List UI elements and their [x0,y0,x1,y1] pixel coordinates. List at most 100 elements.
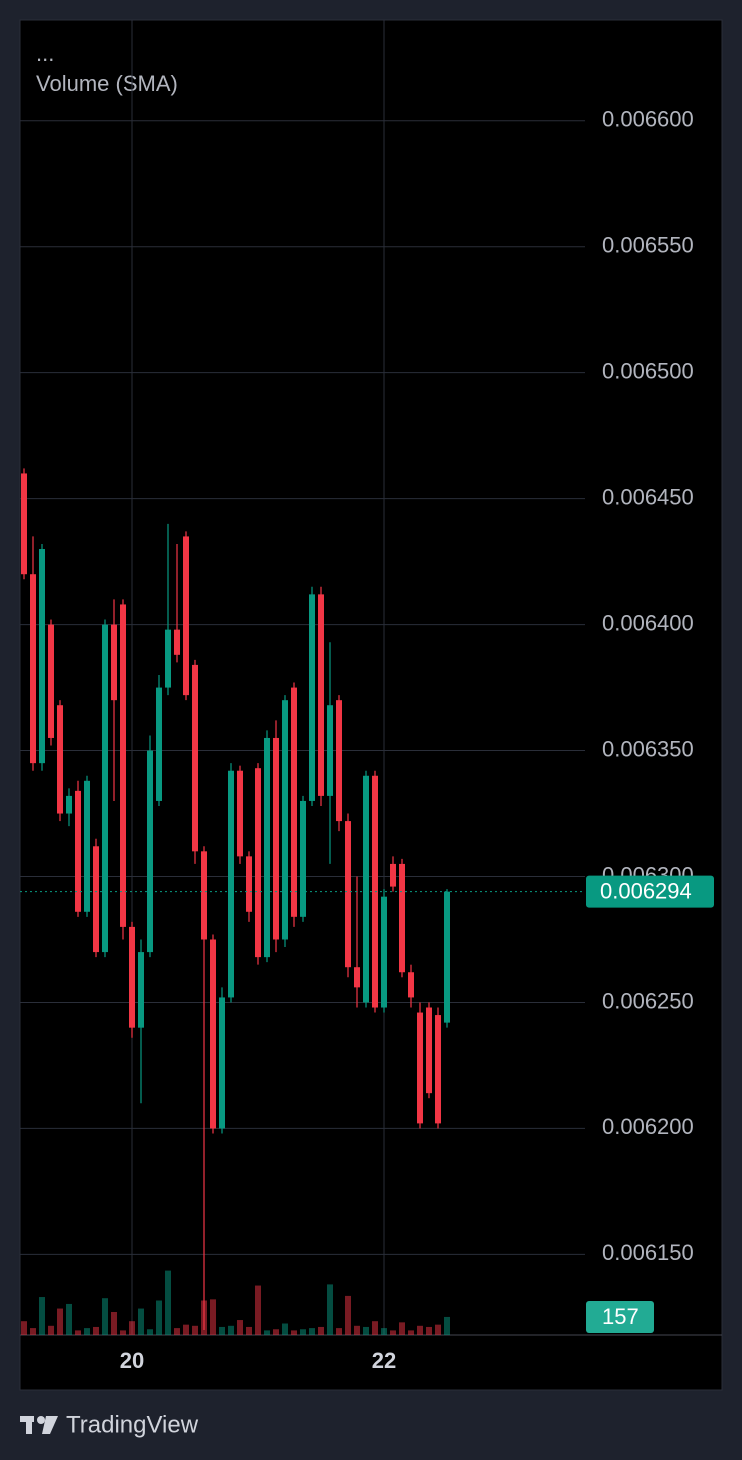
chart-frame [19,19,723,1391]
candle-body [354,967,360,988]
volume-bar [237,1320,243,1335]
candle-body [237,770,243,857]
candle-body [327,705,333,796]
candle-body [282,700,288,940]
candle-body [210,939,216,1129]
candle-body [30,574,36,764]
candle-body [444,891,450,1023]
volume-bar [39,1297,45,1335]
volume-bar [363,1326,369,1335]
candle-body [66,795,72,814]
candle-body [183,536,189,696]
volume-bar [246,1326,252,1335]
volume-bar [192,1325,198,1335]
last-price-label: 0.006294 [600,878,692,903]
y-tick-label: 0.006550 [602,233,694,258]
candle-body [192,664,198,852]
volume-bar [345,1295,351,1335]
volume-bar [390,1330,396,1335]
volume-bar [372,1321,378,1335]
y-tick-label: 0.006200 [602,1114,694,1139]
volume-bar [102,1298,108,1335]
candle-body [120,604,126,927]
candle-body [48,624,54,738]
candle-body [291,687,297,917]
volume-bar [129,1321,135,1335]
last-price-box [586,875,714,908]
candle-body [435,1015,441,1124]
candle-body [57,705,63,814]
y-tick-label: 0.006150 [602,1240,694,1265]
volume-bar [282,1323,288,1335]
last-volume-label: 157 [602,1304,639,1329]
y-tick-label: 0.006500 [602,358,694,383]
candle-body [363,775,369,1003]
volume-bar [138,1308,144,1335]
volume-bar [435,1324,441,1335]
volume-bar [309,1328,315,1335]
volume-bar [273,1329,279,1335]
candle-body [426,1007,432,1094]
candle-body [273,737,279,940]
candle-body [318,594,324,796]
candle-body [111,624,117,701]
volume-bar [75,1330,81,1335]
candle-body [201,851,207,940]
candle-body [219,997,225,1129]
volume-bar [408,1330,414,1335]
volume-bar [264,1330,270,1335]
x-tick-label: 20 [120,1348,144,1373]
last-volume-box [586,1300,654,1333]
volume-bar [201,1300,207,1335]
volume-bar [300,1329,306,1335]
volume-bar [93,1326,99,1335]
indicator-label: ... [36,41,54,66]
candle-body [102,624,108,953]
y-tick-label: 0.006450 [602,484,694,509]
volume-bar [354,1325,360,1335]
candle-body [309,594,315,801]
volume-bar [48,1325,54,1335]
candle-body [345,821,351,968]
candle-body [408,972,414,998]
volume-bar [57,1308,63,1335]
volume-bar [381,1328,387,1335]
volume-bar [120,1330,126,1335]
volume-bar [30,1328,36,1335]
candle-body [84,780,90,912]
candle-body [255,768,261,958]
candle-body [165,629,171,688]
volume-bar [21,1321,27,1335]
candle-body [39,549,45,764]
y-tick-label: 0.006600 [602,107,694,132]
volume-bar [399,1322,405,1335]
volume-bar [426,1326,432,1335]
candle-body [93,846,99,953]
volume-bar [219,1326,225,1335]
candle-body [390,863,396,887]
candle-body [246,856,252,912]
y-tick-label: 0.006350 [602,736,694,761]
candle-body [21,473,27,575]
volume-bar [165,1270,171,1335]
volume-bar [417,1325,423,1335]
volume-bar [66,1303,72,1335]
candle-body [147,750,153,953]
x-tick-label: 22 [372,1348,396,1373]
volume-bar [327,1284,333,1335]
candle-body [300,800,306,917]
volume-bar [147,1329,153,1335]
candle-body [174,629,180,655]
volume-bar [84,1328,90,1335]
brand-logo [20,1416,58,1434]
volume-bar [318,1326,324,1335]
candle-body [264,737,270,958]
candle-body [138,952,144,1028]
y-tick-label: 0.006250 [602,988,694,1013]
volume-bar [174,1328,180,1335]
brand-name: TradingView [66,1411,199,1438]
volume-bar [228,1325,234,1335]
candle-body [417,1012,423,1124]
candle-body [156,687,162,801]
